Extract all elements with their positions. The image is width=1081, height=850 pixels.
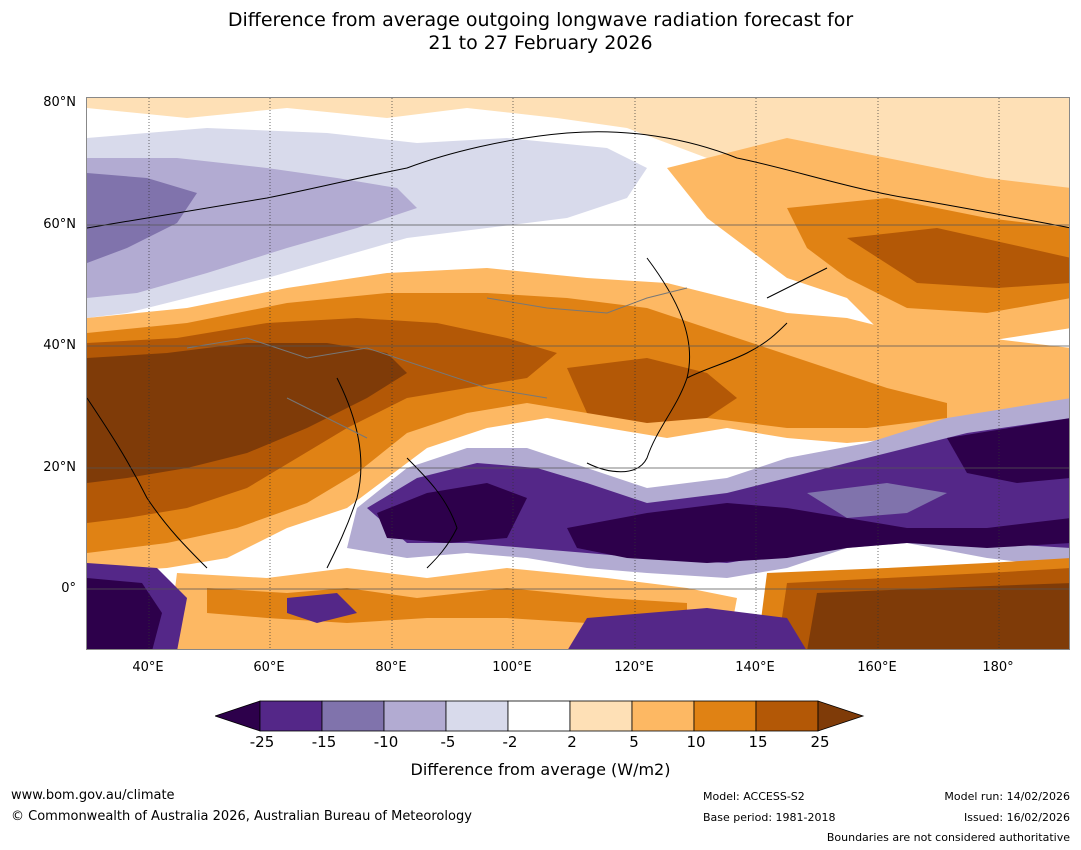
colorbar — [215, 700, 865, 732]
anomaly-region — [377, 483, 527, 543]
lat-label-80n: 80°N — [43, 95, 76, 110]
colorbar-segment — [259, 700, 323, 732]
lon-gridlines — [148, 98, 1000, 649]
anomaly-region — [87, 578, 162, 649]
lat-label-40n: 40°N — [43, 338, 76, 353]
copyright-text: © Commonwealth of Australia 2026, Austra… — [11, 809, 472, 824]
colorbar-tick: 5 — [629, 733, 639, 751]
colorbar-segment — [321, 700, 385, 732]
coastlines — [87, 131, 1069, 569]
colorbar-extend-high — [817, 700, 865, 732]
colorbar-tick: -2 — [502, 733, 518, 751]
anomaly-region — [87, 173, 197, 263]
colorbar-segment — [631, 700, 695, 732]
lon-label-180: 180° — [982, 660, 1014, 675]
colorbar-segment — [569, 700, 633, 732]
disclaimer-text: Boundaries are not considered authoritat… — [826, 831, 1070, 844]
colorbar-segment — [755, 700, 819, 732]
anomaly-region — [807, 583, 1069, 649]
anomaly-region — [87, 343, 407, 483]
base-period-text: Base period: 1981-2018 — [703, 811, 836, 824]
lon-label-120e: 120°E — [614, 660, 654, 675]
lon-label-140e: 140°E — [735, 660, 775, 675]
model-run-text: Model run: 14/02/2026 — [944, 790, 1070, 803]
colorbar-tick: 10 — [686, 733, 706, 751]
colorbar-tick: -10 — [373, 733, 399, 751]
anomaly-map — [86, 97, 1070, 650]
lat-gridlines — [87, 224, 1069, 590]
model-text: Model: ACCESS-S2 — [703, 790, 805, 803]
anomaly-region — [568, 608, 806, 649]
anomaly-region — [947, 418, 1069, 483]
anomaly-region — [847, 228, 1069, 288]
colorbar-segment — [507, 700, 571, 732]
colorbar-tick: -25 — [249, 733, 275, 751]
issued-text: Issued: 16/02/2026 — [963, 811, 1070, 824]
anomaly-map-svg — [87, 98, 1069, 649]
colorbar-tick: 15 — [748, 733, 768, 751]
lon-label-60e: 60°E — [253, 660, 285, 675]
anomaly-region — [807, 483, 947, 518]
colorbar-tick: 2 — [567, 733, 577, 751]
colorbar-segment — [693, 700, 757, 732]
colorbar-tick: -5 — [440, 733, 456, 751]
lon-label-160e: 160°E — [857, 660, 897, 675]
anomaly-region — [567, 503, 1069, 563]
colorbar-segment — [383, 700, 447, 732]
country-borders — [186, 287, 688, 439]
lat-label-0: 0° — [61, 581, 76, 596]
lat-label-60n: 60°N — [43, 217, 76, 232]
colorbar-segment — [445, 700, 509, 732]
title-line-1: Difference from average outgoing longwav… — [227, 9, 854, 31]
lon-label-100e: 100°E — [492, 660, 532, 675]
colorbar-tick: 25 — [810, 733, 830, 751]
title-line-2: 21 to 27 February 2026 — [428, 32, 653, 54]
anomaly-region — [87, 98, 1069, 268]
lon-label-80e: 80°E — [375, 660, 407, 675]
lon-label-40e: 40°E — [132, 660, 164, 675]
website-link[interactable]: www.bom.gov.au/climate — [11, 788, 175, 803]
lat-label-20n: 20°N — [43, 460, 76, 475]
colorbar-tick: -15 — [311, 733, 337, 751]
colorbar-title: Difference from average (W/m2) — [410, 760, 671, 779]
colorbar-extend-low — [215, 700, 261, 732]
map-title: Difference from average outgoing longwav… — [0, 9, 1081, 55]
anomaly-region — [287, 593, 357, 623]
